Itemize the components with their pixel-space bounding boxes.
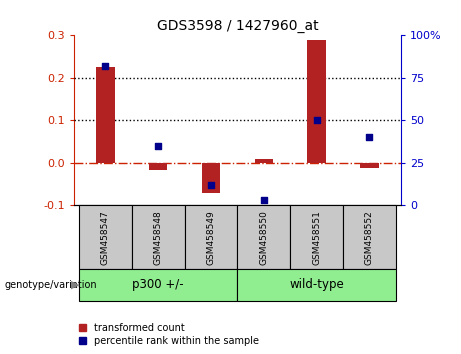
Point xyxy=(207,182,215,188)
Bar xyxy=(184,205,237,269)
Point xyxy=(260,198,267,203)
Bar xyxy=(79,269,237,301)
Legend: transformed count, percentile rank within the sample: transformed count, percentile rank withi… xyxy=(79,323,259,346)
Bar xyxy=(307,40,326,163)
Text: ▶: ▶ xyxy=(71,280,80,290)
Bar xyxy=(96,67,115,163)
Text: GSM458550: GSM458550 xyxy=(259,210,268,265)
Bar xyxy=(360,163,378,168)
Bar xyxy=(79,205,132,269)
Bar xyxy=(290,205,343,269)
Bar xyxy=(343,205,396,269)
Text: GSM458547: GSM458547 xyxy=(101,210,110,264)
Bar xyxy=(254,159,273,163)
Point xyxy=(313,118,320,123)
Text: GSM458551: GSM458551 xyxy=(312,210,321,265)
Point xyxy=(366,135,373,140)
Text: p300 +/-: p300 +/- xyxy=(132,279,184,291)
Bar xyxy=(202,163,220,193)
Text: genotype/variation: genotype/variation xyxy=(5,280,97,290)
Text: GSM458549: GSM458549 xyxy=(207,210,216,264)
Text: GSM458552: GSM458552 xyxy=(365,210,374,264)
Point xyxy=(102,63,109,69)
Text: GSM458548: GSM458548 xyxy=(154,210,163,264)
Point xyxy=(154,143,162,149)
Bar xyxy=(237,269,396,301)
Bar xyxy=(132,205,184,269)
Bar xyxy=(149,163,167,171)
Bar xyxy=(237,205,290,269)
Title: GDS3598 / 1427960_at: GDS3598 / 1427960_at xyxy=(157,19,318,33)
Text: wild-type: wild-type xyxy=(289,279,344,291)
